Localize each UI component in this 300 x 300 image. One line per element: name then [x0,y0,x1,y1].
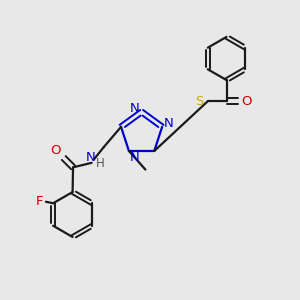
Text: O: O [51,144,61,157]
Text: S: S [195,94,204,108]
Text: N: N [130,102,140,116]
Text: F: F [35,195,43,208]
Text: N: N [86,151,96,164]
Text: N: N [164,117,174,130]
Text: O: O [241,94,252,108]
Text: N: N [129,151,139,164]
Text: H: H [96,157,105,170]
